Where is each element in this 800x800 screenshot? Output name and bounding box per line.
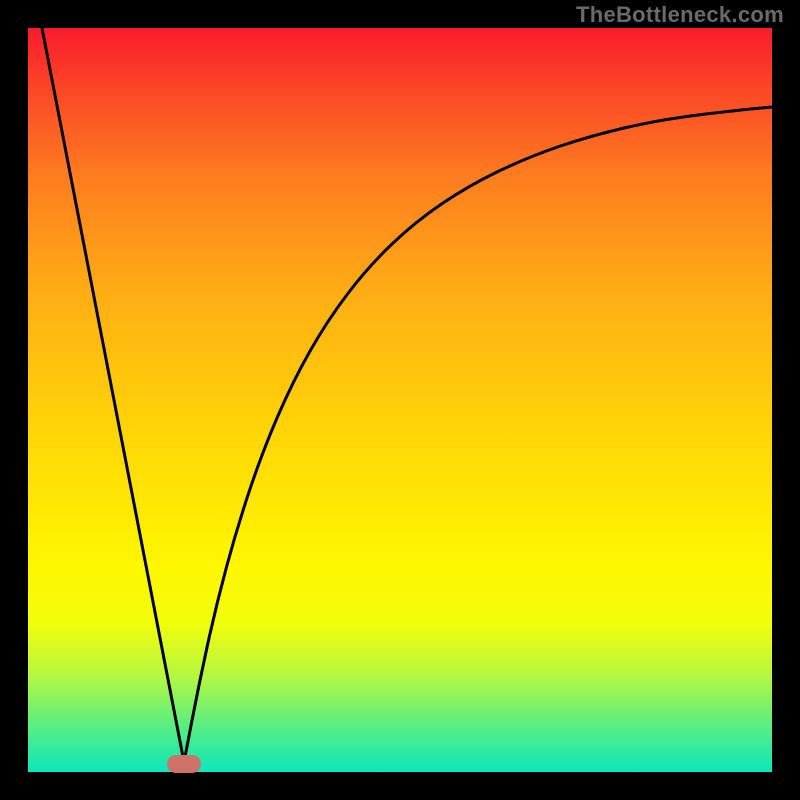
curve-path bbox=[42, 28, 772, 762]
watermark-text: TheBottleneck.com bbox=[576, 2, 784, 28]
bottleneck-curve bbox=[0, 0, 800, 800]
chart-frame: TheBottleneck.com bbox=[0, 0, 800, 800]
optimum-marker bbox=[167, 755, 201, 773]
